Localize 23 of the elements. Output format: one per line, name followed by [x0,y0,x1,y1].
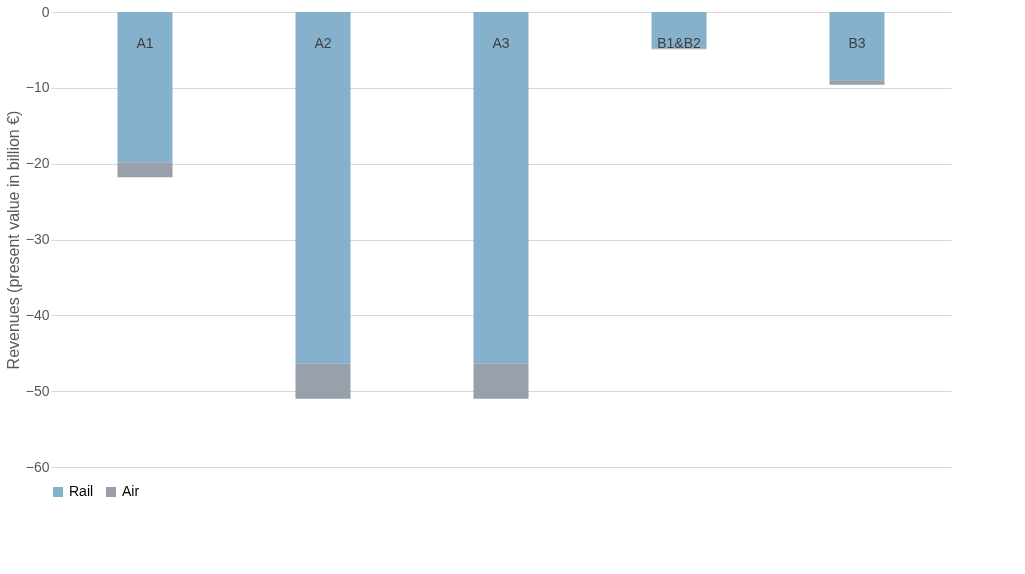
bar [829,12,885,81]
y-tick-label: −50 [25,382,50,399]
y-tick-label: −10 [25,79,50,96]
y-tick-label: −40 [25,306,50,323]
x-tick-label: A1 [136,35,154,51]
bar [117,162,173,178]
bar [295,12,351,364]
bar [829,80,885,85]
bar [473,363,529,399]
y-tick-label: −20 [25,155,50,172]
x-tick-label: A3 [492,35,510,51]
legend-label: Rail [69,483,94,499]
y-tick-label: −30 [25,231,50,247]
bar [473,12,529,364]
y-tick-label: −60 [25,458,50,475]
bar [295,363,351,399]
y-axis-title: Revenues (present value in billion €) [4,110,22,370]
x-tick-label: B1&B2 [657,35,701,51]
y-tick-label: 0 [41,3,50,20]
x-tick-label: B3 [848,35,866,51]
legend-label: Air [122,483,140,499]
bar [117,12,173,163]
x-tick-label: A2 [314,35,332,51]
